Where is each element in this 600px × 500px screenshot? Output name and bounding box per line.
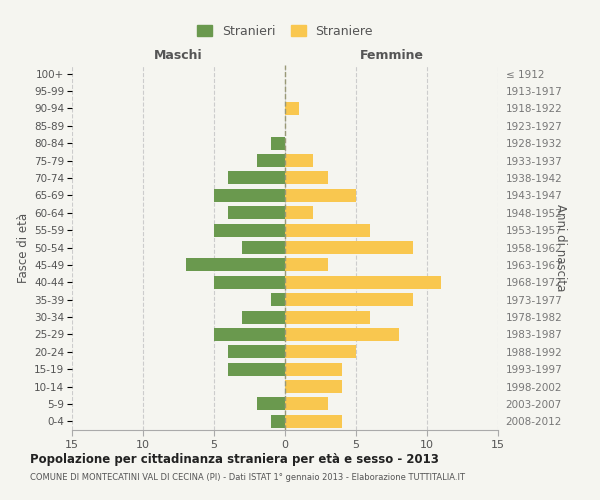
Bar (271, 136, 285, 149)
Bar (285, 224, 370, 236)
Bar (257, 154, 285, 167)
Bar (285, 293, 413, 306)
Bar (285, 380, 342, 393)
Bar (214, 189, 285, 202)
Legend: Stranieri, Straniere: Stranieri, Straniere (192, 20, 378, 43)
Bar (228, 206, 285, 220)
Y-axis label: Anni di nascita: Anni di nascita (554, 204, 566, 291)
Bar (214, 328, 285, 341)
Bar (257, 398, 285, 410)
Bar (285, 206, 313, 220)
Bar (271, 293, 285, 306)
Bar (228, 172, 285, 184)
Bar (285, 172, 328, 184)
Bar (285, 258, 328, 272)
Bar (285, 154, 313, 167)
Text: Popolazione per cittadinanza straniera per età e sesso - 2013: Popolazione per cittadinanza straniera p… (30, 452, 439, 466)
Bar (285, 102, 299, 115)
Text: COMUNE DI MONTECATINI VAL DI CECINA (PI) - Dati ISTAT 1° gennaio 2013 - Elaboraz: COMUNE DI MONTECATINI VAL DI CECINA (PI)… (30, 472, 465, 482)
Bar (285, 328, 398, 341)
Bar (285, 362, 342, 376)
Y-axis label: Fasce di età: Fasce di età (17, 212, 30, 282)
Bar (228, 362, 285, 376)
Bar (285, 276, 441, 289)
Bar (242, 241, 285, 254)
Bar (285, 241, 413, 254)
Bar (214, 224, 285, 236)
Bar (285, 189, 356, 202)
Bar (285, 346, 356, 358)
Bar (271, 415, 285, 428)
Bar (214, 276, 285, 289)
Bar (285, 415, 342, 428)
Bar (185, 258, 285, 272)
Text: Maschi: Maschi (154, 50, 203, 62)
Bar (285, 398, 328, 410)
Bar (285, 310, 370, 324)
Text: Femmine: Femmine (359, 50, 424, 62)
Bar (228, 346, 285, 358)
Bar (242, 310, 285, 324)
